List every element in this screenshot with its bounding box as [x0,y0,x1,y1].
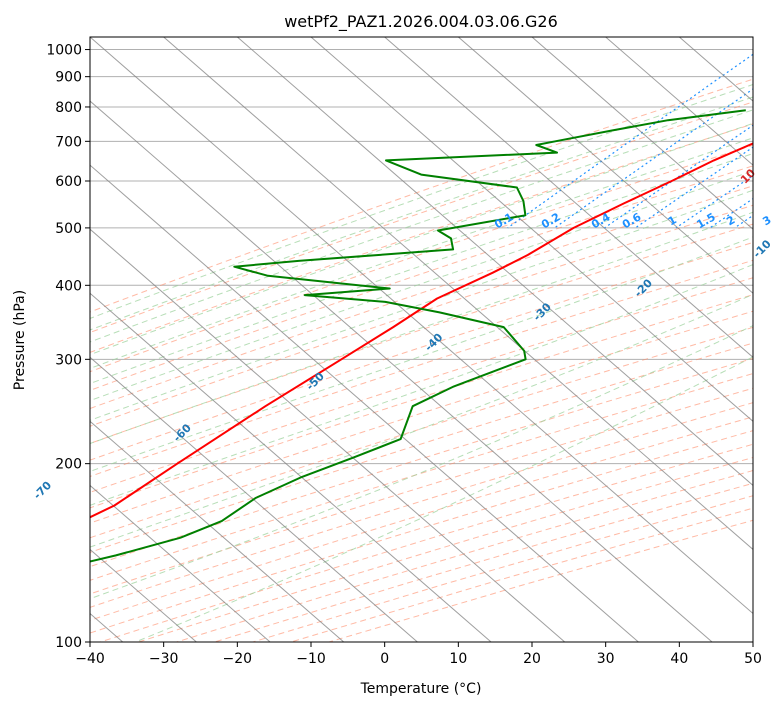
y-axis-label: Pressure (hPa) [12,290,28,390]
isotherm-line [90,420,345,642]
x-tick-label: 0 [380,651,389,667]
dry-adiabats [90,78,753,642]
isotherm-line [163,37,753,551]
dry-adiabat-line [90,123,753,353]
y-tick-label: 1000 [46,43,82,59]
y-tick-label: 700 [55,134,82,150]
dry-adiabat-line [90,223,753,444]
moist-adiabat-line [90,83,753,320]
moist-adiabats [90,83,753,642]
dry-adiabat-line [90,326,753,539]
data-series [90,109,753,563]
dry-adiabat-line [90,144,753,373]
moist-adiabat-line [90,325,753,600]
y-tick-label: 600 [55,174,82,190]
isotherm-line [90,37,753,615]
temperature-profile-line [90,142,753,519]
dry-adiabat-line [90,357,753,568]
isotherms [90,37,753,642]
isotherm-line [531,37,753,230]
isotherm-line [605,37,753,166]
mixing-ratio-line [604,124,753,229]
x-tick-label: 50 [744,651,762,667]
x-tick-label: −20 [223,651,253,667]
dry-adiabat-line [90,78,753,313]
y-tick-label: 500 [55,221,82,237]
moist-adiabat-line [90,236,753,472]
y-tick-label: 100 [55,635,82,651]
dry-adiabat-line [90,387,753,595]
x-tick-label: 40 [670,651,688,667]
dry-adiabat-line [90,101,753,334]
isotherm-line [90,228,566,642]
dry-adiabat-line [90,165,753,391]
dry-adiabat-line [90,310,753,524]
x-tick-label: 10 [449,651,467,667]
x-tick-label: −30 [149,651,179,667]
moist-adiabat-line [90,109,753,343]
y-tick-label: 400 [55,278,82,294]
pressure-gridlines [90,49,753,642]
moist-adiabat-line [90,122,753,356]
mixing-ratio-line [635,146,753,229]
x-axis-label: Temperature (°C) [360,681,482,697]
y-tick-label: 800 [55,100,82,116]
moist-adiabat-line [135,356,753,642]
dewpoint-profile-line [90,109,746,563]
y-tick-label: 900 [55,70,82,86]
mixing-ratio-line [507,53,753,229]
y-tick-label: 300 [55,352,82,368]
isotherm-line [310,37,753,423]
isotherm-line [90,100,713,642]
dry-adiabat-line [90,241,753,461]
chart-title: wetPf2_PAZ1.2026.004.03.06.G26 [284,12,558,32]
dry-adiabat-line [90,185,753,410]
y-axis-ticks: 100 200 300 400 500 600 700 800 900 1000 [46,43,90,651]
isotherm-line [90,356,418,642]
moist-adiabat-line [90,170,753,402]
isotherm-line [90,292,492,642]
x-tick-label: 20 [523,651,541,667]
x-tick-label: −40 [75,651,105,667]
x-tick-label: −10 [296,651,326,667]
plot-area [90,37,753,642]
y-tick-label: 200 [55,457,82,473]
isotherm-line [237,37,753,487]
isotherm-line [90,484,271,642]
isotherm-line [384,37,753,358]
moist-adiabat-line [90,189,753,421]
x-axis-ticks: −40 −30 −20 −10 0 10 20 30 40 50 [75,642,762,667]
dry-adiabat-line [90,277,753,493]
isotherm-line [90,164,639,642]
plot-frame [89,36,754,643]
x-tick-label: 30 [597,651,615,667]
